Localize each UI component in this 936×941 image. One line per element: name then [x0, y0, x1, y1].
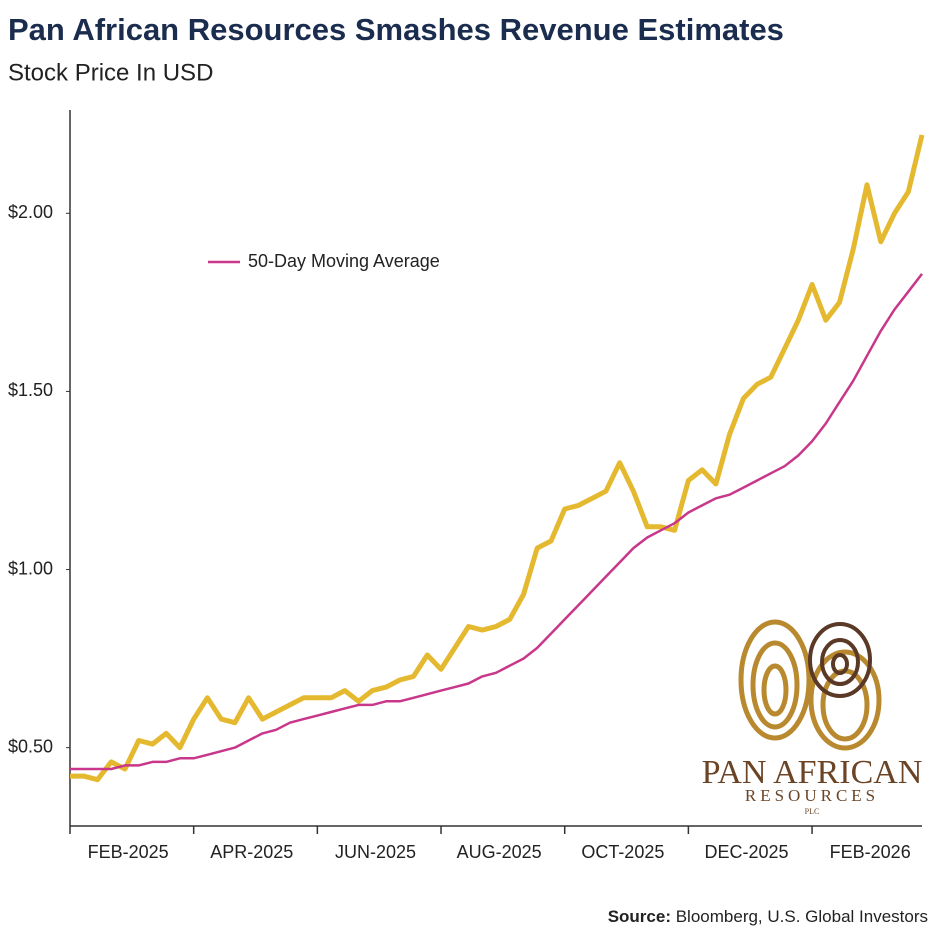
source-label: Source: — [608, 907, 671, 926]
y-tick-label: $2.00 — [8, 202, 53, 222]
logo-name: PAN AFRICAN — [702, 754, 923, 791]
x-tick-label: APR-2025 — [210, 842, 293, 862]
x-tick-label: OCT-2025 — [581, 842, 664, 862]
logo-plc: PLC — [805, 807, 820, 816]
source-text: Bloomberg, U.S. Global Investors — [676, 907, 928, 926]
series-line — [70, 134, 925, 783]
chart-subtitle: Stock Price In USD — [8, 59, 213, 86]
series-line — [70, 273, 923, 771]
logo-swirl-dark — [808, 622, 872, 698]
logo: PAN AFRICAN RESOURCES PLC — [702, 619, 923, 816]
y-tick-label: $1.00 — [8, 558, 53, 578]
logo-sub: RESOURCES — [745, 786, 879, 805]
x-tick-label: DEC-2025 — [704, 842, 788, 862]
y-tick-label: $1.50 — [8, 380, 53, 400]
source: Source: Bloomberg, U.S. Global Investors — [608, 907, 928, 926]
x-tick-label: FEB-2025 — [88, 842, 169, 862]
y-tick-label: $0.50 — [8, 736, 53, 756]
legend-label: 50-Day Moving Average — [248, 251, 440, 271]
x-tick-label: FEB-2026 — [830, 842, 911, 862]
x-tick-label: AUG-2025 — [457, 842, 542, 862]
chart-title: Pan African Resources Smashes Revenue Es… — [8, 12, 784, 47]
logo-swirl — [738, 619, 882, 751]
x-tick-label: JUN-2025 — [335, 842, 416, 862]
